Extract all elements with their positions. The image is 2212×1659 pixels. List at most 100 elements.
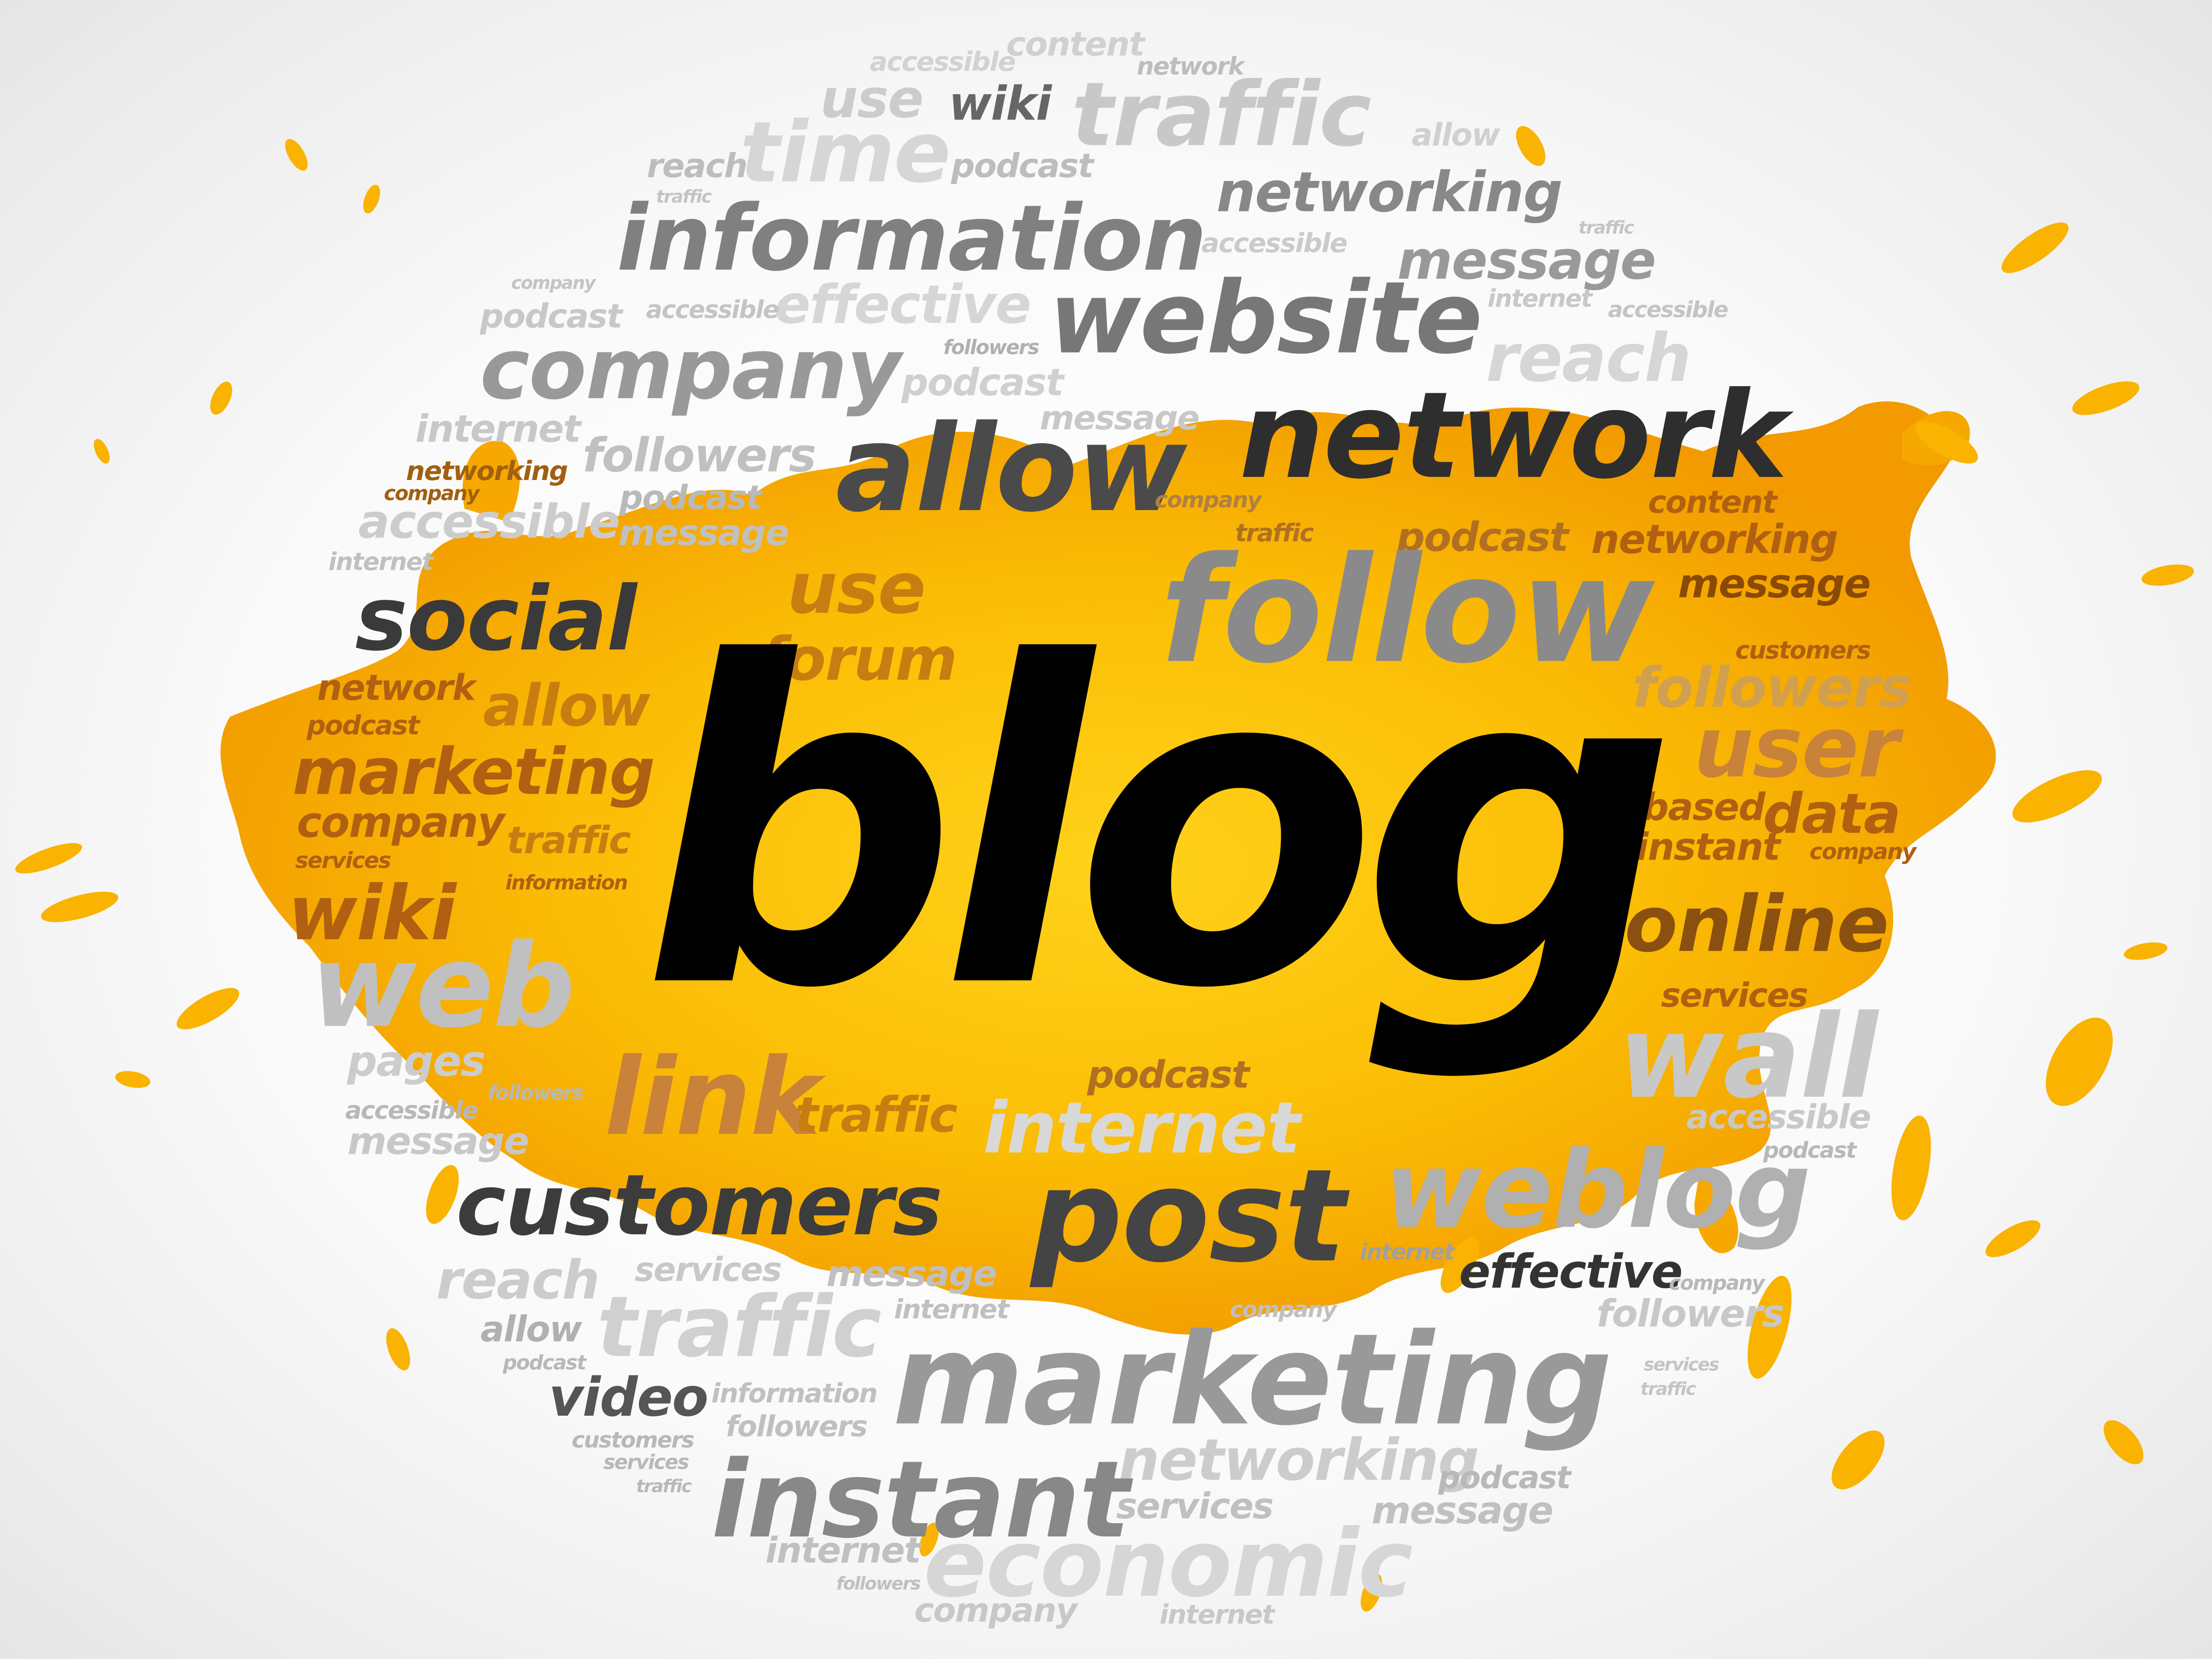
cloud-word: services	[1116, 1486, 1274, 1527]
cloud-word: internet	[415, 407, 581, 451]
cloud-word: traffic	[597, 1278, 882, 1376]
cloud-word: message	[1678, 561, 1871, 607]
cloud-word: company	[1669, 1271, 1765, 1295]
cloud-word: traffic	[1071, 63, 1371, 166]
blog-title: blog	[641, 570, 1677, 1085]
cloud-word: podcast	[1087, 1053, 1249, 1097]
cloud-word: data	[1763, 782, 1901, 846]
cloud-word: marketing	[892, 1306, 1612, 1454]
cloud-word: podcast	[480, 296, 622, 336]
cloud-word: allow	[480, 1309, 582, 1350]
cloud-word: instant	[1636, 825, 1780, 869]
cloud-word: network	[1239, 366, 1788, 505]
cloud-word: accessible	[1686, 1097, 1871, 1137]
cloud-word: internet	[1359, 1239, 1455, 1265]
cloud-word: social	[355, 568, 637, 671]
cloud-word: podcast	[1763, 1137, 1857, 1163]
cloud-word: podcast	[307, 710, 420, 741]
cloud-word: services	[603, 1450, 689, 1474]
cloud-word: based	[1642, 785, 1765, 830]
cloud-word: accessible	[1608, 297, 1728, 323]
cloud-word: pages	[347, 1037, 485, 1086]
cloud-word: content	[1006, 24, 1144, 64]
cloud-word: wall	[1618, 991, 1878, 1124]
cloud-word: link	[604, 1035, 821, 1159]
cloud-word: information	[505, 871, 628, 895]
cloud-word: networking	[1118, 1426, 1479, 1494]
cloud-word: reach	[1486, 320, 1692, 397]
cloud-word: networking	[406, 456, 568, 487]
confetti-petals	[15, 126, 2194, 1612]
cloud-word: accessible	[869, 46, 1016, 77]
splash-blob	[220, 401, 1996, 1335]
cloud-word: accessible	[646, 295, 779, 324]
cloud-word: instant	[711, 1438, 1130, 1562]
cloud-word: network	[317, 667, 476, 708]
cloud-word: allow	[1412, 117, 1500, 153]
cloud-word: followers	[488, 1081, 584, 1105]
cloud-word: networking	[1591, 516, 1839, 563]
cloud-word: network	[1137, 52, 1244, 81]
cloud-word: web	[310, 920, 576, 1053]
cloud-word: message	[1040, 398, 1199, 438]
cloud-word: services	[1661, 975, 1808, 1015]
cloud-word: company	[480, 320, 901, 418]
cloud-word: podcast	[951, 146, 1094, 185]
cloud-word: accessible	[358, 495, 620, 549]
cloud-word: followers	[1632, 656, 1912, 720]
cloud-word: wiki	[288, 870, 457, 957]
cloud-word: marketing	[292, 734, 655, 810]
cloud-word: time	[740, 104, 951, 201]
cloud-word: traffic	[1578, 218, 1634, 238]
cloud-word: allow	[483, 672, 650, 739]
cloud-word: services	[1644, 1355, 1719, 1375]
cloud-word: podcast	[619, 478, 762, 517]
cloud-word: internet	[1159, 1599, 1275, 1630]
cloud-word: effective	[1459, 1244, 1683, 1299]
cloud-word: online	[1624, 879, 1889, 970]
cloud-word: reach	[646, 146, 748, 185]
cloud-word: follow	[1160, 526, 1655, 695]
cloud-word: post	[1030, 1142, 1346, 1291]
cloud-word: message	[1371, 1489, 1553, 1533]
cloud-word: podcast	[503, 1351, 587, 1375]
cloud-word: wiki	[949, 77, 1052, 131]
cloud-word: weblog	[1384, 1128, 1811, 1252]
cloud-word: followers	[836, 1574, 921, 1594]
cloud-word: services	[295, 848, 391, 873]
cloud-word: effective	[774, 274, 1031, 336]
cloud-word: internet	[328, 547, 433, 576]
cloud-word: company	[511, 273, 595, 293]
cloud-word: accessible	[345, 1096, 478, 1125]
cloud-word: traffic	[1640, 1379, 1696, 1399]
cloud-word: networking	[1216, 160, 1563, 225]
cloud-word: followers	[1596, 1292, 1785, 1336]
cloud-word: company	[1230, 1297, 1337, 1322]
cloud-word: use	[820, 69, 924, 130]
cloud-word: traffic	[656, 187, 712, 207]
splash-drip-bottom	[1694, 1150, 1739, 1253]
cloud-word: services	[634, 1250, 782, 1289]
cloud-word: message	[347, 1119, 529, 1164]
cloud-word: message	[826, 1253, 997, 1294]
cloud-word: company	[914, 1590, 1078, 1630]
cloud-word: accessible	[1201, 228, 1348, 259]
cloud-word: user	[1694, 699, 1900, 796]
cloud-word: internet	[894, 1294, 1009, 1325]
cloud-word: message	[1397, 230, 1656, 292]
cloud-word: internet	[765, 1530, 921, 1571]
cloud-word: use	[787, 547, 926, 630]
cloud-word: internet	[983, 1087, 1301, 1169]
cloud-word: forum	[760, 624, 958, 694]
cloud-word: company	[296, 798, 505, 847]
cloud-word: traffic	[636, 1476, 692, 1497]
cloud-word: customers	[456, 1156, 943, 1254]
cloud-word: internet	[1487, 284, 1592, 313]
cloud-word: video	[549, 1367, 708, 1429]
cloud-word: customers	[572, 1427, 695, 1453]
cloud-word: website	[1048, 260, 1483, 376]
cloud-word: podcast	[1438, 1459, 1571, 1496]
cloud-word: economic	[923, 1509, 1413, 1618]
cloud-word: traffic	[507, 818, 631, 863]
